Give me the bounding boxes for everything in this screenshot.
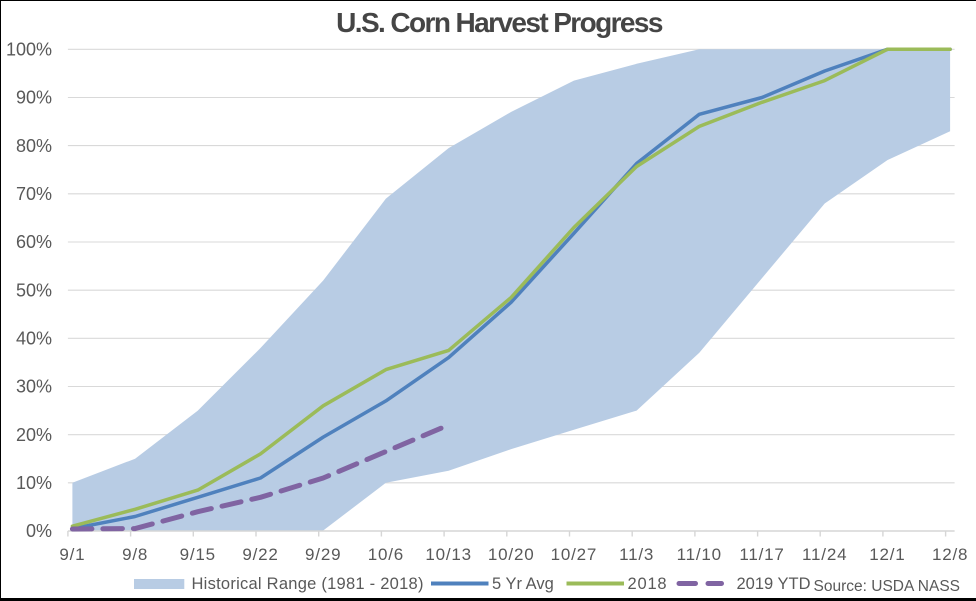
svg-text:10/6: 10/6 [368,545,404,564]
svg-text:5 Yr Avg: 5 Yr Avg [492,575,554,593]
svg-text:10/13: 10/13 [425,545,472,564]
svg-text:2019 YTD: 2019 YTD [737,575,811,593]
svg-text:11/10: 11/10 [677,545,722,564]
svg-text:9/22: 9/22 [242,545,278,564]
svg-text:12/1: 12/1 [869,545,905,564]
svg-text:0%: 0% [26,521,52,541]
svg-text:10%: 10% [16,473,52,493]
svg-text:2018: 2018 [628,575,668,593]
svg-text:10/20: 10/20 [488,545,535,564]
svg-text:100%: 100% [6,39,52,59]
svg-text:Source: USDA NASS: Source: USDA NASS [814,578,960,595]
svg-text:9/15: 9/15 [180,545,216,564]
svg-text:30%: 30% [16,377,52,397]
svg-text:U.S. Corn Harvest Progress: U.S. Corn Harvest Progress [336,7,663,38]
svg-text:90%: 90% [16,88,52,108]
svg-text:60%: 60% [16,232,52,252]
svg-text:70%: 70% [16,184,52,204]
svg-text:Historical Range (1981 - 2018): Historical Range (1981 - 2018) [192,575,424,593]
svg-text:50%: 50% [16,280,52,300]
svg-text:9/8: 9/8 [122,545,148,564]
svg-text:10/27: 10/27 [551,545,598,564]
svg-text:12/8: 12/8 [932,545,968,564]
svg-text:9/1: 9/1 [59,545,85,564]
svg-text:11/17: 11/17 [739,545,784,564]
svg-text:20%: 20% [16,425,52,445]
svg-text:80%: 80% [16,136,52,156]
svg-text:11/24: 11/24 [802,545,847,564]
svg-text:40%: 40% [16,329,52,349]
svg-text:9/29: 9/29 [305,545,341,564]
svg-text:11/3: 11/3 [619,545,654,564]
